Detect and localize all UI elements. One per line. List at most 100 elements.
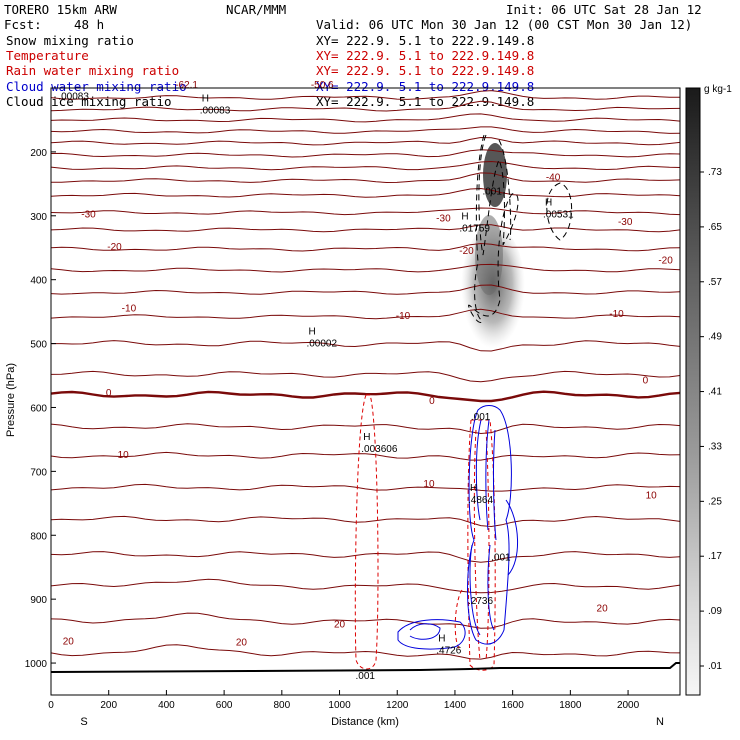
- isotherm-line: [51, 136, 680, 146]
- isotherm-line: [51, 644, 680, 660]
- high-marker: H: [202, 93, 209, 104]
- x-tick-label: 600: [216, 700, 233, 711]
- colorbar-label: .17: [708, 551, 722, 562]
- extremum-value: .4864: [468, 495, 493, 506]
- x-tick-label: 1800: [559, 700, 582, 711]
- isotherm-line: [51, 612, 680, 629]
- isotherm-label: -40: [546, 172, 561, 183]
- isotherm-line: [51, 483, 680, 492]
- y-tick-label: 400: [30, 276, 47, 287]
- field-temp-name: Temperature: [6, 48, 89, 63]
- colorbar-label: .25: [708, 496, 722, 507]
- y-tick-label: 500: [30, 340, 47, 351]
- isotherm-label: -10: [609, 309, 624, 320]
- isotherm-label: 20: [597, 604, 609, 615]
- extremum-value: .001: [471, 412, 491, 423]
- isotherm-line: [51, 160, 680, 171]
- y-tick-label: 700: [30, 467, 47, 478]
- colorbar-label: .49: [708, 332, 722, 343]
- init-time: Init: 06 UTC Sat 28 Jan 12: [506, 2, 702, 17]
- cloud-ice-contours: [468, 134, 573, 323]
- high-marker: H: [308, 327, 315, 338]
- extremum-value: .4726: [436, 645, 461, 656]
- isotherm-label: 10: [646, 491, 658, 502]
- isotherm-line: [51, 423, 680, 435]
- high-marker: H: [363, 432, 370, 443]
- extremum-value: .003606: [361, 444, 398, 455]
- model-title: TORERO 15km ARW: [4, 2, 117, 17]
- isotherm-label: 10: [423, 479, 435, 490]
- extremum-value: .00083: [58, 91, 89, 102]
- extremum-value: .00002: [306, 339, 337, 350]
- field-cloudice-xy: XY= 222.9. 5.1 to 222.9.149.8: [316, 94, 534, 109]
- x-axis-label: Distance (km): [331, 716, 399, 728]
- y-tick-label: 900: [30, 595, 47, 606]
- isotherm-label: 20: [236, 638, 248, 649]
- x-tick-label: 1400: [444, 700, 467, 711]
- y-tick-label: 1000: [25, 659, 48, 670]
- y-tick-label: 600: [30, 403, 47, 414]
- isotherm-label: -10: [122, 303, 137, 314]
- isotherm-line: [51, 187, 680, 198]
- terrain-line: [51, 662, 680, 673]
- isotherm-label: 20: [63, 636, 75, 647]
- isotherm-label: -30: [618, 217, 633, 228]
- isotherm-label: -20: [658, 256, 673, 267]
- colorbar-label: .65: [708, 222, 722, 233]
- isotherm-line: [51, 207, 680, 216]
- extremum-value: .001: [356, 671, 376, 682]
- isotherm-label: -30: [436, 213, 451, 224]
- x-tick-label: 1600: [502, 700, 525, 711]
- isotherm-line: [51, 90, 680, 100]
- field-snow-xy: XY= 222.9. 5.1 to 222.9.149.8: [316, 33, 534, 48]
- extremum-value: .00531: [543, 210, 574, 221]
- rain-water-contours: [354, 394, 496, 671]
- isotherm-line: [51, 551, 680, 563]
- x-tick-label: 1200: [386, 700, 409, 711]
- cloud-water-contours: [397, 405, 518, 650]
- colorbar-label: .73: [708, 167, 722, 178]
- isotherm-label: 20: [334, 620, 346, 631]
- high-marker: H: [461, 212, 468, 223]
- colorbar-unit: g kg-1: [704, 84, 732, 95]
- isotherm-line: [51, 340, 680, 352]
- fcst-label: Fcst:: [4, 17, 42, 32]
- x-tick-label: 1000: [328, 700, 351, 711]
- isotherm-label: -20: [107, 242, 122, 253]
- colorbar-label: .41: [708, 387, 722, 398]
- high-marker: H: [470, 483, 477, 494]
- isotherm-label: -50.6: [311, 80, 334, 91]
- field-temp-xy: XY= 222.9. 5.1 to 222.9.149.8: [316, 48, 534, 63]
- field-cloudice-name: Cloud ice mixing ratio: [6, 94, 172, 109]
- isotherm-label: -62.1: [175, 80, 198, 91]
- field-snow-name: Snow mixing ratio: [6, 33, 134, 48]
- isotherm-label: 0: [106, 388, 112, 399]
- isotherm-line: [51, 224, 680, 233]
- field-cloudwater-name: Cloud water mixing ratio: [6, 79, 187, 94]
- axes: 0 200 400 600 800 1000 1200 1400 1600 1800 2000200…: [25, 148, 640, 711]
- isotherm-label: -10: [396, 311, 411, 322]
- isotherm-label: 10: [118, 450, 130, 461]
- isotherm-label: 0: [643, 376, 649, 387]
- isotherm-label: -30: [81, 210, 96, 221]
- contour-labels: -62.1 -50.6 -40 -30 -30 -30 -20 -20 -20 -10 -10 -10…: [58, 80, 673, 682]
- extremum-value: .2736: [468, 596, 493, 607]
- isotherm-label: -20: [459, 246, 474, 257]
- isotherm-line: [51, 149, 680, 158]
- center-title: NCAR/MMM: [226, 2, 286, 17]
- isotherm-line: [51, 263, 680, 273]
- isotherm-line: [51, 308, 680, 320]
- x-tick-label: 200: [100, 700, 117, 711]
- field-rain-xy: XY= 222.9. 5.1 to 222.9.149.8: [316, 63, 534, 78]
- x-end-label-north: N: [656, 716, 664, 728]
- isotherm-line: [51, 113, 680, 123]
- colorbar-label: .09: [708, 606, 722, 617]
- plot-frame: [50, 87, 681, 696]
- field-cloudwater-xy: XY= 222.9. 5.1 to 222.9.149.8: [316, 79, 534, 94]
- isotherm-line: [51, 284, 680, 295]
- extremum-value: .00083: [200, 105, 231, 116]
- y-tick-label: 200: [30, 148, 47, 159]
- x-tick-label: 0: [48, 700, 54, 711]
- extremum-value: .001: [491, 553, 511, 564]
